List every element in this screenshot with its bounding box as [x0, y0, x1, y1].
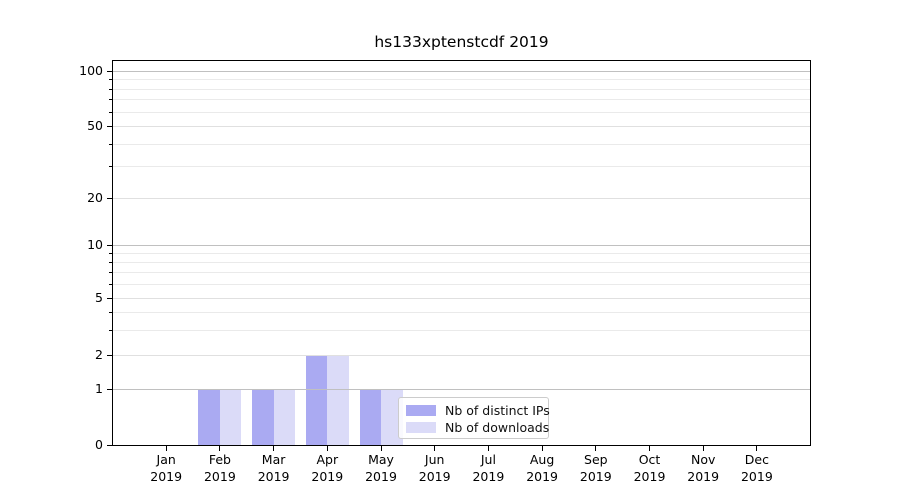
x-tick-apr [326, 446, 328, 451]
x-tick-label-sep: Sep 2019 [579, 452, 612, 484]
y-minor-tick-6 [109, 284, 113, 286]
y-minor-tick-30 [109, 166, 113, 168]
bar-distinct-ips-feb [198, 389, 220, 445]
y-tick-label-0: 0 [95, 436, 103, 452]
x-tick-label-jul: Jul 2019 [472, 452, 505, 484]
legend-label-distinct-ips: Nb of distinct IPs [445, 403, 550, 418]
y-tick-2 [107, 355, 113, 356]
x-tick-label-feb: Feb 2019 [203, 452, 236, 484]
bar-downloads-apr [327, 355, 349, 445]
chart-title: hs133xptenstcdf 2019 [374, 33, 549, 51]
y-minor-tick-70 [109, 99, 113, 101]
x-tick-label-oct: Oct 2019 [633, 452, 666, 484]
x-tick-label-jan: Jan 2019 [150, 452, 183, 484]
legend-label-downloads: Nb of downloads [445, 420, 550, 435]
bar-distinct-ips-may [359, 389, 381, 445]
x-tick-mar [273, 446, 275, 451]
legend-entry-downloads: Nb of downloads [406, 419, 549, 436]
y-tick-5 [107, 298, 113, 299]
y-minor-tick-7 [109, 272, 113, 274]
y-tick-1 [107, 389, 113, 390]
x-tick-label-jun: Jun 2019 [418, 452, 451, 484]
x-tick-sep [595, 446, 597, 451]
y-minor-tick-60 [109, 111, 113, 113]
x-tick-oct [649, 446, 650, 451]
y-minor-tick-3 [109, 329, 113, 331]
legend-entry-distinct-ips: Nb of distinct IPs [406, 402, 550, 419]
x-tick-label-may: May 2019 [365, 452, 397, 484]
y-tick-label-1: 1 [95, 381, 103, 396]
x-tick-label-nov: Nov 2019 [687, 452, 720, 484]
bar-distinct-ips-mar [252, 389, 274, 445]
x-tick-jan [165, 446, 167, 451]
y-tick-10 [107, 245, 113, 246]
y-tick-label-50: 50 [87, 118, 103, 133]
x-tick-label-mar: Mar 2019 [257, 452, 290, 484]
y-tick-label-20: 20 [87, 190, 103, 205]
legend-swatch-downloads-icon [406, 422, 436, 433]
y-minor-tick-9 [109, 253, 113, 255]
y-minor-tick-90 [109, 79, 113, 81]
plot-area: 0 1 2 5 10 20 50 100 Jan 2019 Feb 2019 Mar 2019 Ap… [79, 60, 811, 484]
bars-layer [113, 61, 810, 445]
y-tick-0 [107, 444, 113, 446]
bar-downloads-feb [219, 389, 242, 445]
x-tick-dec [756, 446, 758, 451]
y-minor-tick-80 [109, 88, 113, 90]
x-tick-may [380, 446, 382, 451]
x-tick-label-apr: Apr 2019 [311, 452, 344, 484]
y-minor-tick-8 [109, 262, 113, 264]
y-tick-label-2: 2 [95, 347, 103, 362]
x-tick-label-dec: Dec 2019 [740, 452, 773, 484]
y-tick-20 [107, 198, 113, 199]
y-minor-tick-40 [109, 143, 113, 145]
bar-downloads-mar [273, 389, 296, 445]
bar-downloads-may [381, 389, 403, 445]
y-tick-100 [107, 71, 113, 72]
y-tick-50 [107, 126, 113, 127]
x-tick-feb [219, 446, 221, 451]
x-tick-label-aug: Aug 2019 [526, 452, 558, 484]
y-tick-label-100: 100 [79, 63, 103, 78]
legend-swatch-distinct-ips-icon [406, 405, 436, 416]
legend: Nb of distinct IPs Nb of downloads [398, 397, 550, 439]
bar-distinct-ips-apr [305, 355, 328, 445]
x-tick-jul [487, 446, 489, 451]
y-tick-label-10: 10 [87, 237, 103, 252]
x-tick-nov [702, 446, 704, 451]
y-minor-tick-4 [109, 311, 113, 313]
x-tick-jun [434, 446, 436, 451]
y-tick-label-5: 5 [95, 290, 103, 305]
x-tick-aug [541, 446, 543, 451]
